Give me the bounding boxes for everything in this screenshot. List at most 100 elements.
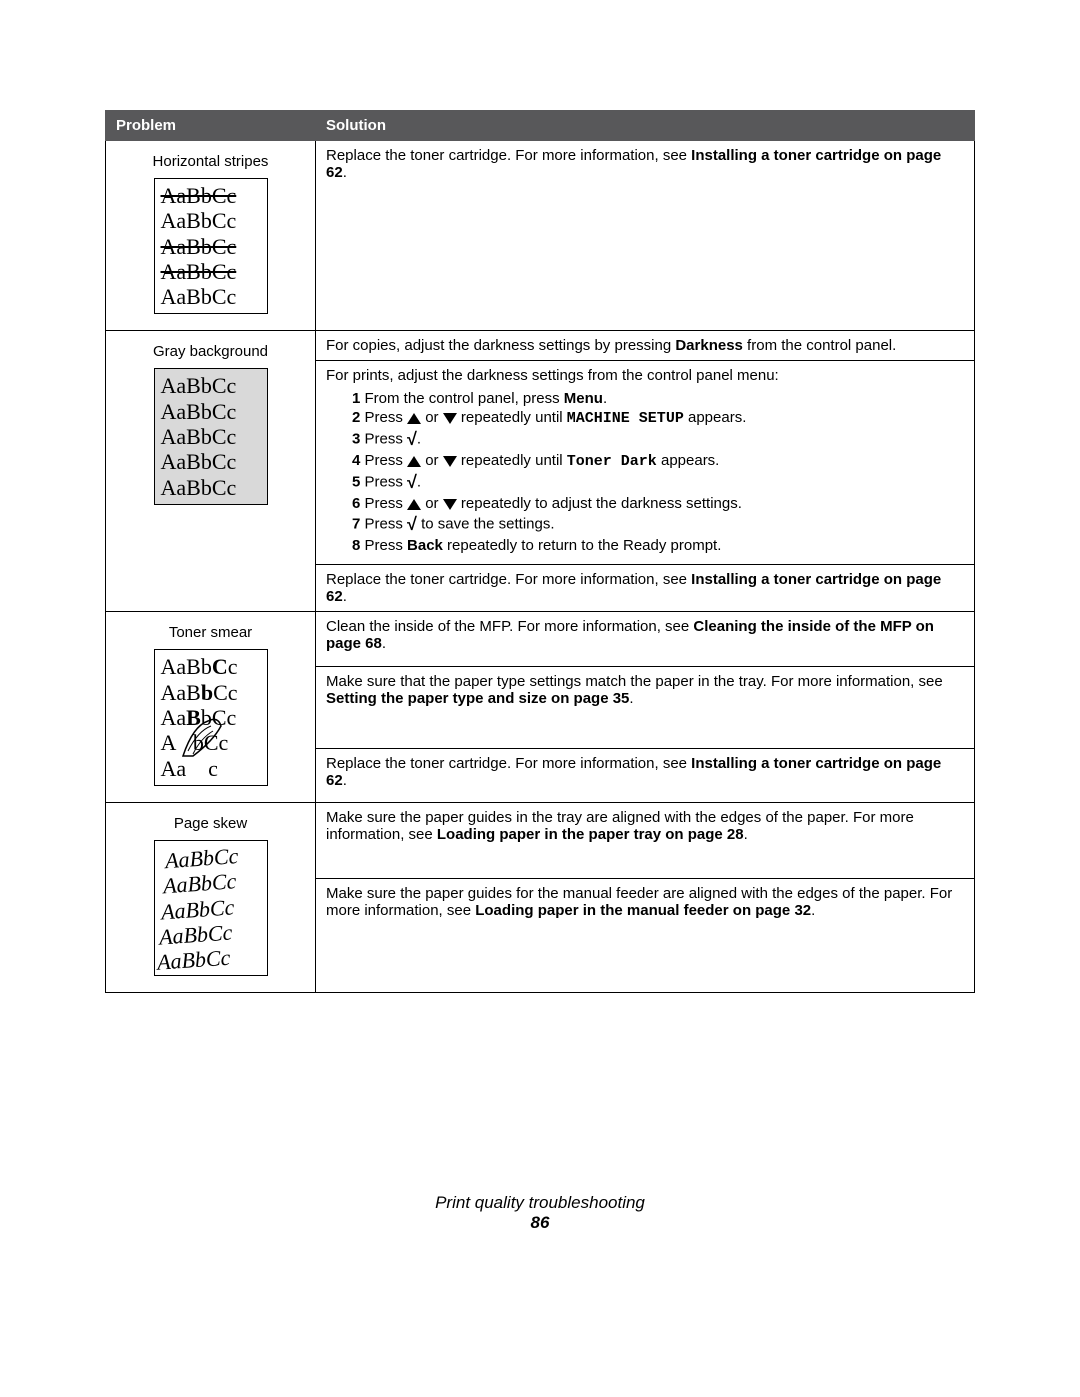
step-text: .: [603, 390, 607, 407]
solution-cell: Clean the inside of the MFP. For more in…: [316, 612, 975, 666]
step-text: From the control panel, press: [365, 390, 564, 407]
sample-line: AaBbCc: [161, 234, 237, 259]
step-bold: Menu: [564, 390, 603, 407]
solution-cell: Replace the toner cartridge. For more in…: [316, 565, 975, 612]
steps-list: 1 From the control panel, press Menu. 2 …: [326, 390, 964, 554]
sample-line: AaBbCc: [161, 284, 237, 309]
hand-smear-icon: [173, 706, 233, 766]
check-icon: √: [407, 514, 417, 535]
step-text: Press: [365, 431, 408, 448]
solution-text: Make sure that the paper type settings m…: [326, 673, 943, 690]
step-item: 4 Press or repeatedly until Toner Dark a…: [352, 452, 964, 470]
solution-link-text: Setting the paper type and size on page …: [326, 690, 629, 707]
step-text: or: [421, 409, 443, 426]
solution-text: .: [343, 164, 347, 181]
step-text: appears.: [657, 452, 720, 469]
problem-cell: Page skew AaBbCc AaBbCc AaBbCc AaBbCc Aa…: [106, 802, 316, 992]
sample-line: AaBbCc: [161, 424, 237, 449]
solution-cell: For copies, adjust the darkness settings…: [316, 331, 975, 361]
step-item: 7 Press √ to save the settings.: [352, 514, 964, 535]
down-arrow-icon: [443, 499, 457, 510]
solution-text: Replace the toner cartridge. For more in…: [326, 755, 691, 772]
step-text: or: [421, 495, 443, 512]
problem-cell: Toner smear AaBbCc AaBbCc AaBbCc A bCc A…: [106, 612, 316, 802]
troubleshooting-table: Problem Solution Horizontal stripes AaBb…: [105, 110, 975, 993]
step-item: 1 From the control panel, press Menu.: [352, 390, 964, 407]
step-item: 5 Press √.: [352, 472, 964, 493]
step-mono: Toner Dark: [567, 453, 657, 470]
step-text: repeatedly until: [457, 452, 567, 469]
solution-text: Replace the toner cartridge. For more in…: [326, 571, 691, 588]
problem-label: Page skew: [116, 815, 305, 832]
solution-text: Clean the inside of the MFP. For more in…: [326, 618, 693, 635]
sample-gray-background: AaBbCc AaBbCc AaBbCc AaBbCc AaBbCc: [154, 368, 268, 504]
solution-text: from the control panel.: [743, 337, 896, 354]
solution-cell: Make sure the paper guides for the manua…: [316, 878, 975, 993]
sample-line: AaBbCc: [161, 208, 237, 233]
solution-cell: Replace the toner cartridge. For more in…: [316, 748, 975, 802]
problem-cell: Gray background AaBbCc AaBbCc AaBbCc AaB…: [106, 331, 316, 612]
step-text: Press: [365, 409, 408, 426]
document-page: Problem Solution Horizontal stripes AaBb…: [0, 0, 1080, 1273]
step-text: repeatedly to return to the Ready prompt…: [443, 537, 722, 554]
row-page-skew: Page skew AaBbCc AaBbCc AaBbCc AaBbCc Aa…: [106, 802, 975, 878]
solution-cell: Make sure that the paper type settings m…: [316, 666, 975, 748]
step-mono: MACHINE SETUP: [567, 410, 684, 427]
sample-line: AaBbCc: [161, 183, 237, 208]
sample-line: AaBbCc: [156, 943, 258, 975]
sample-horizontal-stripes: AaBbCc AaBbCc AaBbCc AaBbCc AaBbCc: [154, 178, 268, 314]
problem-cell: Horizontal stripes AaBbCc AaBbCc AaBbCc …: [106, 141, 316, 331]
check-icon: √: [407, 472, 417, 493]
problem-label: Gray background: [116, 343, 305, 360]
step-text: .: [417, 474, 421, 491]
row-gray-background: Gray background AaBbCc AaBbCc AaBbCc AaB…: [106, 331, 975, 361]
solution-cell: Make sure the paper guides in the tray a…: [316, 802, 975, 878]
sample-line: AaBbCc: [161, 654, 238, 679]
step-text: or: [421, 452, 443, 469]
down-arrow-icon: [443, 456, 457, 467]
solution-text: .: [629, 690, 633, 707]
problem-label: Horizontal stripes: [116, 153, 305, 170]
step-bold: Back: [407, 537, 443, 554]
solution-link-text: Loading paper in the manual feeder on pa…: [475, 902, 811, 919]
sample-toner-smear: AaBbCc AaBbCc AaBbCc A bCc Aa c: [154, 649, 268, 785]
up-arrow-icon: [407, 413, 421, 424]
step-text: Press: [365, 516, 408, 533]
row-toner-smear: Toner smear AaBbCc AaBbCc AaBbCc A bCc A…: [106, 612, 975, 666]
solution-text: .: [811, 902, 815, 919]
step-text: Press: [365, 474, 408, 491]
solution-intro: For prints, adjust the darkness settings…: [326, 367, 964, 384]
step-text: repeatedly until: [457, 409, 567, 426]
solution-text: For copies, adjust the darkness settings…: [326, 337, 675, 354]
step-item: 8 Press Back repeatedly to return to the…: [352, 537, 964, 554]
step-text: .: [417, 431, 421, 448]
up-arrow-icon: [407, 499, 421, 510]
solution-cell: For prints, adjust the darkness settings…: [316, 361, 975, 565]
solution-bold: Darkness: [675, 337, 743, 354]
step-text: Press: [365, 495, 408, 512]
footer-page-number: 86: [105, 1213, 975, 1233]
check-icon: √: [407, 429, 417, 450]
step-item: 6 Press or repeatedly to adjust the dark…: [352, 495, 964, 512]
solution-text: .: [382, 635, 386, 652]
step-text: to save the settings.: [417, 516, 555, 533]
step-text: appears.: [684, 409, 747, 426]
table-header-row: Problem Solution: [106, 111, 975, 141]
step-text: repeatedly to adjust the darkness settin…: [457, 495, 742, 512]
row-horizontal-stripes: Horizontal stripes AaBbCc AaBbCc AaBbCc …: [106, 141, 975, 331]
step-item: 3 Press √.: [352, 429, 964, 450]
sample-line: AaBbCc: [161, 680, 238, 705]
solution-text: .: [343, 588, 347, 605]
sample-line: AaBbCc: [161, 399, 237, 424]
solution-link-text: Loading paper in the paper tray on page …: [437, 826, 744, 843]
header-problem: Problem: [106, 111, 316, 141]
solution-text: .: [343, 772, 347, 789]
sample-line: AaBbCc: [161, 373, 237, 398]
step-text: Press: [365, 537, 408, 554]
up-arrow-icon: [407, 456, 421, 467]
sample-page-skew: AaBbCc AaBbCc AaBbCc AaBbCc AaBbCc: [154, 840, 268, 976]
step-item: 2 Press or repeatedly until MACHINE SETU…: [352, 409, 964, 427]
solution-text: Replace the toner cartridge. For more in…: [326, 147, 691, 164]
sample-line: AaBbCc: [161, 475, 237, 500]
header-solution: Solution: [316, 111, 975, 141]
